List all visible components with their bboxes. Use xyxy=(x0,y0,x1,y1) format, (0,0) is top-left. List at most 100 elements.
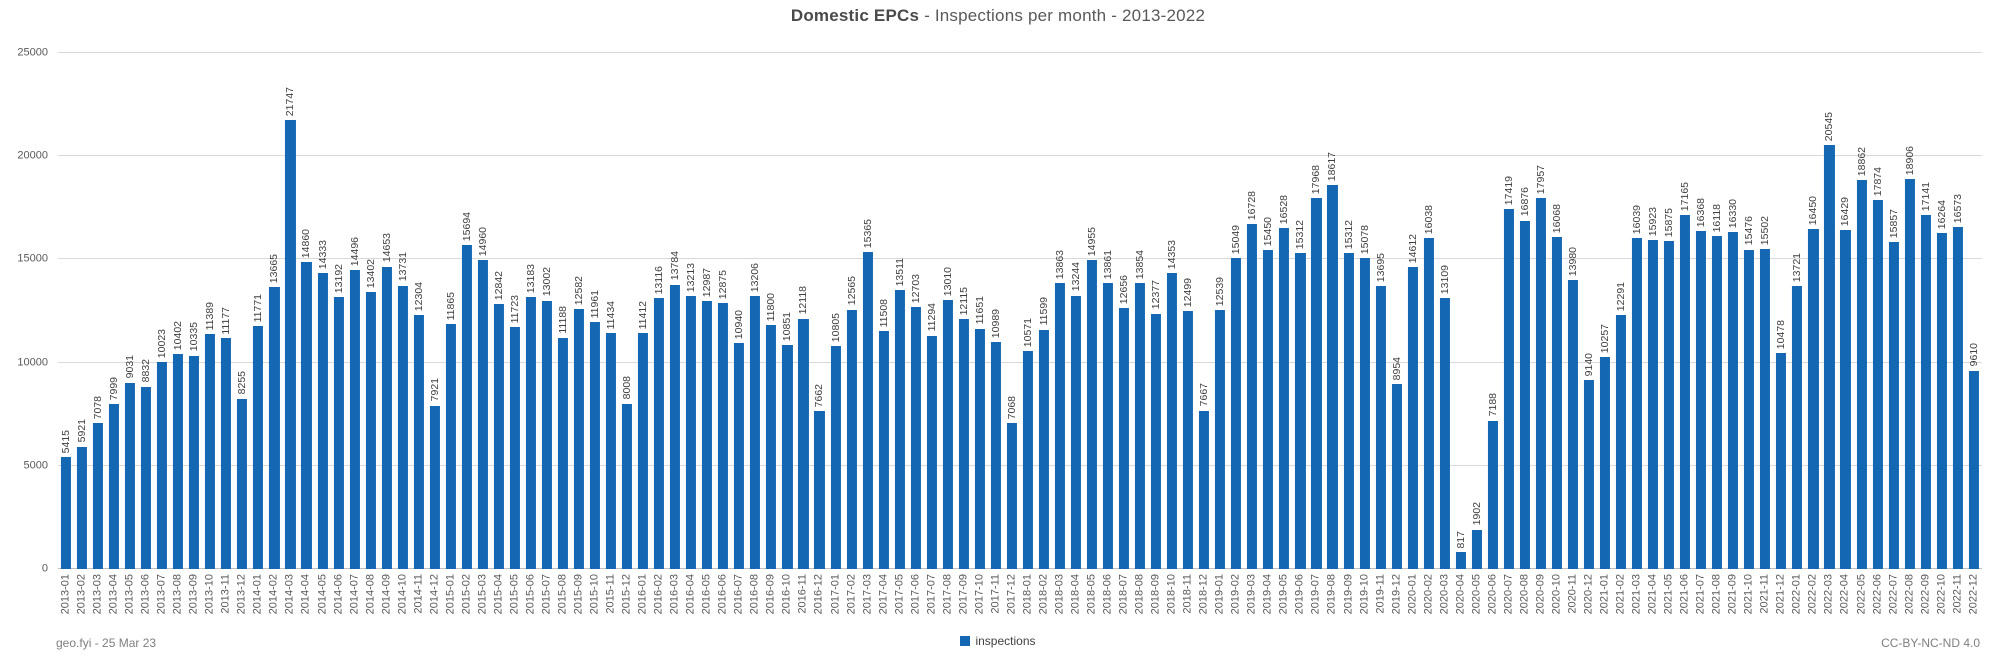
bar-group: 12582 2015-09 xyxy=(571,53,587,614)
bar-value-label: 13192 xyxy=(332,263,345,293)
bar-group: 12539 2019-01 xyxy=(1212,53,1228,614)
x-tick-label: 2020-09 xyxy=(1534,574,1547,615)
bar-group: 13002 2015-07 xyxy=(539,53,555,614)
x-tick-label: 2022-10 xyxy=(1935,574,1948,615)
bar-value-label: 10571 xyxy=(1021,317,1034,347)
bar-group: 7662 2016-12 xyxy=(811,53,827,615)
bar xyxy=(1455,552,1466,569)
x-tick-label: 2014-02 xyxy=(267,574,280,615)
bar xyxy=(1199,410,1210,569)
bar-group: 18617 2019-08 xyxy=(1324,53,1340,615)
bar-value-label: 11771 xyxy=(252,293,265,323)
bar-value-label: 13002 xyxy=(540,267,553,297)
bar xyxy=(622,403,633,569)
x-tick-label: 2016-02 xyxy=(652,574,665,615)
bar xyxy=(958,318,969,569)
x-tick-label: 2013-05 xyxy=(123,574,136,615)
bar-value-label: 7188 xyxy=(1486,393,1499,417)
x-tick-label: 2013-10 xyxy=(203,574,216,615)
bar-group: 10805 2017-01 xyxy=(828,53,844,615)
bar-group: 5921 2013-02 xyxy=(74,53,90,614)
x-tick-label: 2022-07 xyxy=(1887,574,1900,615)
bar xyxy=(1423,237,1434,569)
x-tick-label: 2019-08 xyxy=(1325,574,1338,615)
bar xyxy=(702,300,713,569)
bar-group: 15049 2019-02 xyxy=(1228,53,1244,614)
x-tick-label: 2014-03 xyxy=(283,574,296,615)
bar-value-label: 12377 xyxy=(1149,280,1162,310)
bar-group: 21747 2014-03 xyxy=(282,53,298,614)
bar xyxy=(445,324,456,569)
bar xyxy=(365,292,376,569)
bar-group: 8008 2015-12 xyxy=(619,53,635,614)
bar-value-label: 12304 xyxy=(412,281,425,312)
bar xyxy=(1696,231,1707,569)
bar xyxy=(141,386,152,569)
bar-value-label: 12499 xyxy=(1181,277,1194,308)
bar-group: 7999 2013-04 xyxy=(106,53,122,615)
x-tick-label: 2020-10 xyxy=(1550,574,1563,615)
x-tick-label: 2015-01 xyxy=(444,574,457,615)
bar xyxy=(333,296,344,569)
legend-label: inspections xyxy=(975,634,1036,648)
bar-group: 11865 2015-01 xyxy=(443,53,459,615)
bar xyxy=(397,285,408,569)
bar-group: 12304 2014-11 xyxy=(411,53,427,614)
bar-group: 17419 2020-07 xyxy=(1501,53,1517,614)
x-tick-label: 2016-03 xyxy=(668,574,681,615)
bar-group: 5415 2013-01 xyxy=(58,53,74,614)
bar xyxy=(301,262,312,569)
bar-group: 14653 2014-09 xyxy=(379,53,395,614)
bar-group: 14960 2015-03 xyxy=(475,53,491,614)
bar-group: 13854 2018-08 xyxy=(1132,53,1148,615)
bar-value-label: 10805 xyxy=(829,312,842,342)
bar xyxy=(221,338,232,569)
bar-value-label: 817 xyxy=(1454,530,1467,549)
bar-group: 13116 2016-02 xyxy=(651,53,667,615)
x-tick-label: 2013-01 xyxy=(59,574,72,615)
x-tick-label: 2018-04 xyxy=(1069,574,1082,615)
bar xyxy=(926,335,937,569)
bar-value-label: 13109 xyxy=(1438,265,1451,295)
bar-group: 16118 2021-08 xyxy=(1709,53,1725,614)
bar xyxy=(782,345,793,569)
bar xyxy=(1952,226,1963,569)
bar xyxy=(734,343,745,569)
bar xyxy=(1535,198,1546,569)
x-tick-label: 2013-12 xyxy=(235,574,248,615)
x-tick-label: 2016-10 xyxy=(780,574,793,615)
x-axis-line xyxy=(58,568,1982,569)
x-tick-label: 2018-10 xyxy=(1165,574,1178,615)
bar-value-label: 17874 xyxy=(1871,166,1884,197)
bar-group: 11771 2014-01 xyxy=(250,53,266,615)
bar-group: 13731 2014-10 xyxy=(395,53,411,614)
bar-value-label: 15502 xyxy=(1759,215,1772,246)
bar xyxy=(1583,380,1595,569)
bar-group: 11961 2015-10 xyxy=(587,53,603,615)
bar-value-label: 12539 xyxy=(1214,277,1227,307)
bar xyxy=(1856,179,1867,569)
y-tick-label: 10000 xyxy=(17,356,48,369)
x-tick-label: 2017-02 xyxy=(845,574,858,615)
bar xyxy=(1215,310,1226,569)
bar-group: 16728 2019-03 xyxy=(1244,53,1260,615)
bar-group: 11434 2015-11 xyxy=(603,53,619,614)
x-tick-label: 2018-07 xyxy=(1117,574,1130,615)
x-tick-label: 2015-10 xyxy=(588,574,601,615)
bar xyxy=(798,318,809,569)
bar xyxy=(1054,282,1065,569)
bar-group: 13721 2022-01 xyxy=(1789,53,1805,615)
bar xyxy=(1888,241,1899,569)
bar-group: 16068 2020-10 xyxy=(1549,53,1565,614)
bar-value-label: 15857 xyxy=(1887,208,1900,238)
bar-value-label: 10402 xyxy=(171,321,184,351)
bar-series: 5415 2013-01 5921 2013-02 7078 2013-03 7999 201… xyxy=(58,53,1982,615)
bar-value-label: 16728 xyxy=(1246,190,1259,220)
x-tick-label: 2014-01 xyxy=(251,574,264,615)
bar-value-label: 5921 xyxy=(75,419,88,443)
bar xyxy=(493,303,504,569)
x-tick-label: 2022-08 xyxy=(1903,574,1916,615)
bar-value-label: 11389 xyxy=(204,301,217,330)
bar-value-label: 14960 xyxy=(476,227,489,257)
bar-group: 10023 2013-07 xyxy=(154,53,170,614)
